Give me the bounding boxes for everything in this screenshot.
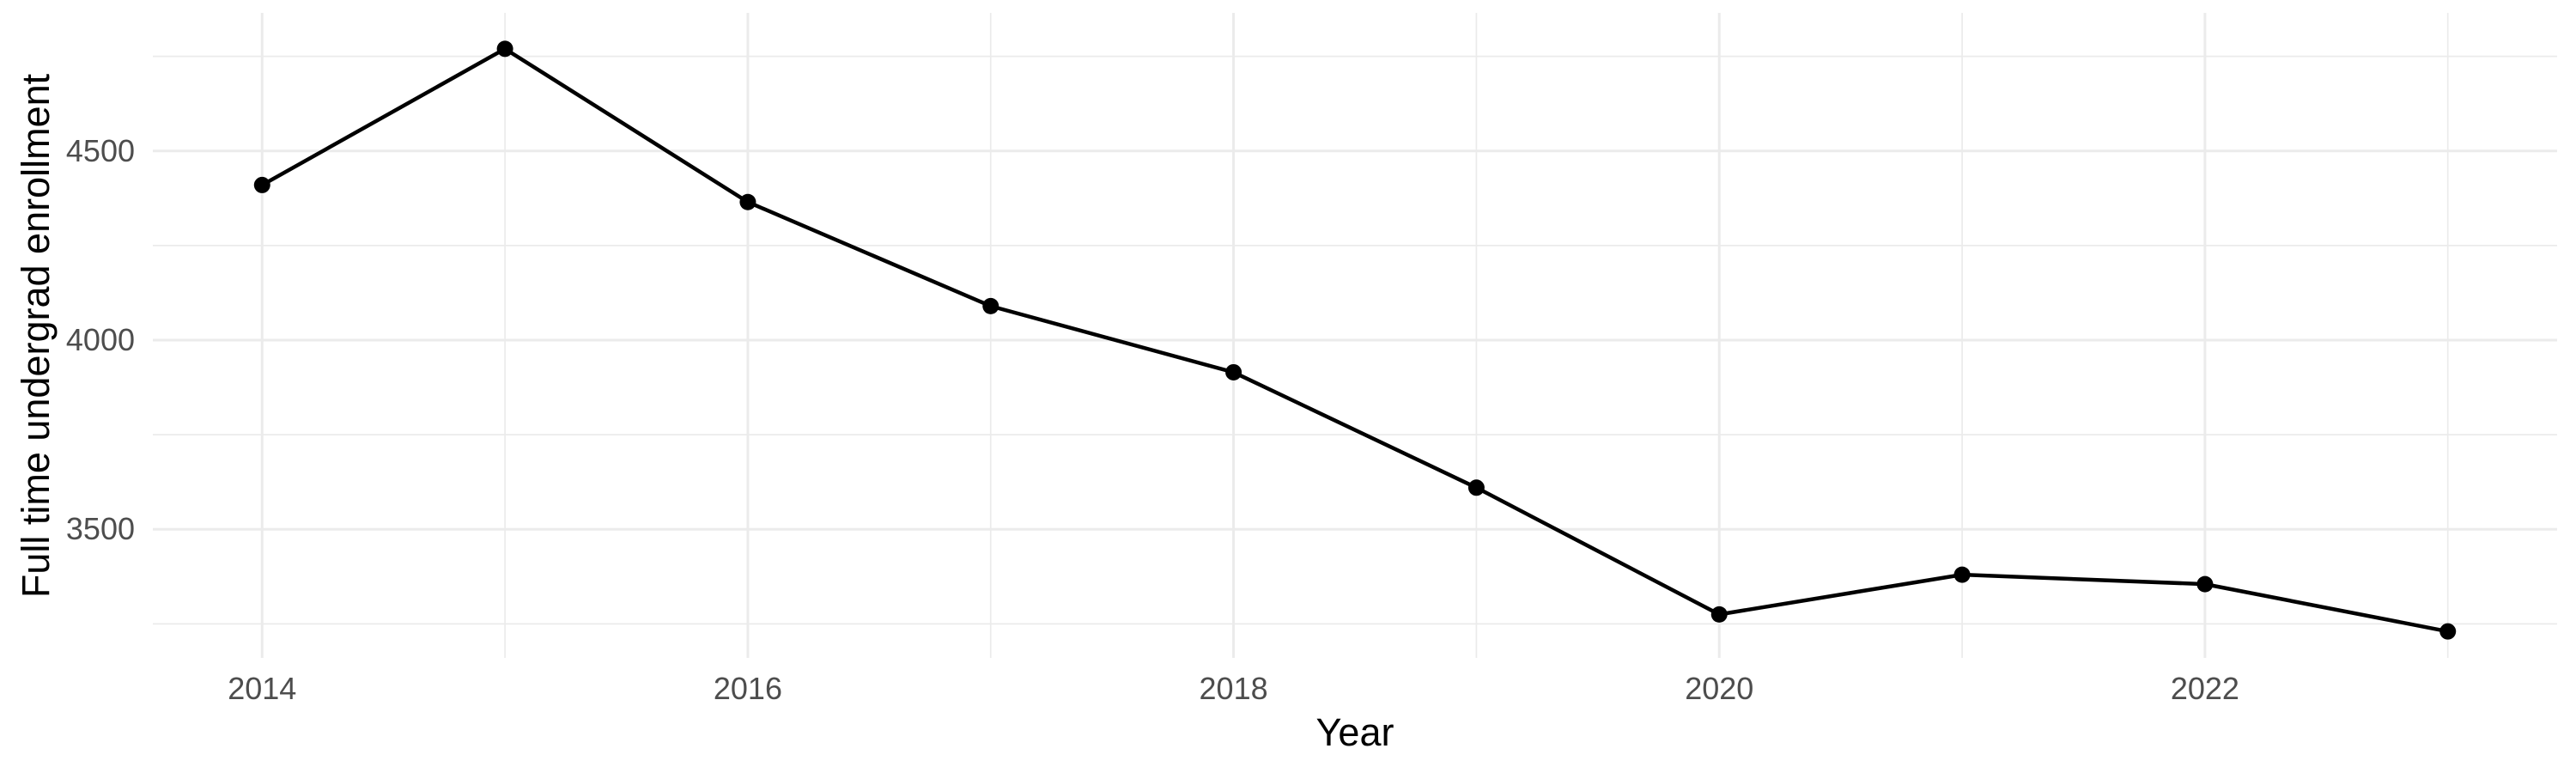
y-tick-label: 4000 [65,322,135,357]
y-tick-label: 3500 [65,511,135,547]
data-point [982,297,999,314]
data-point [2196,575,2214,593]
data-point [739,193,756,210]
major-gridlines [153,13,2557,658]
data-point [253,176,270,193]
x-tick-label: 2018 [1199,671,1268,706]
data-point [1953,566,1971,583]
data-point [1225,363,1242,380]
data-point [1710,606,1728,623]
data-point [496,40,513,58]
data-point [1467,479,1485,496]
x-axis-title: Year [1315,710,1394,754]
y-tick-label: 4500 [65,132,135,168]
enrollment-line-series [253,40,2457,640]
series-line [261,46,2449,634]
y-axis-title: Full time undergrad enrollment [14,73,58,599]
minor-gridlines [153,13,2557,658]
x-tick-label: 2020 [1685,671,1754,706]
x-tick-label: 2022 [2170,671,2239,706]
x-tick-label: 2016 [713,671,782,706]
x-tick-label: 2014 [228,671,297,706]
data-point [2439,623,2457,640]
